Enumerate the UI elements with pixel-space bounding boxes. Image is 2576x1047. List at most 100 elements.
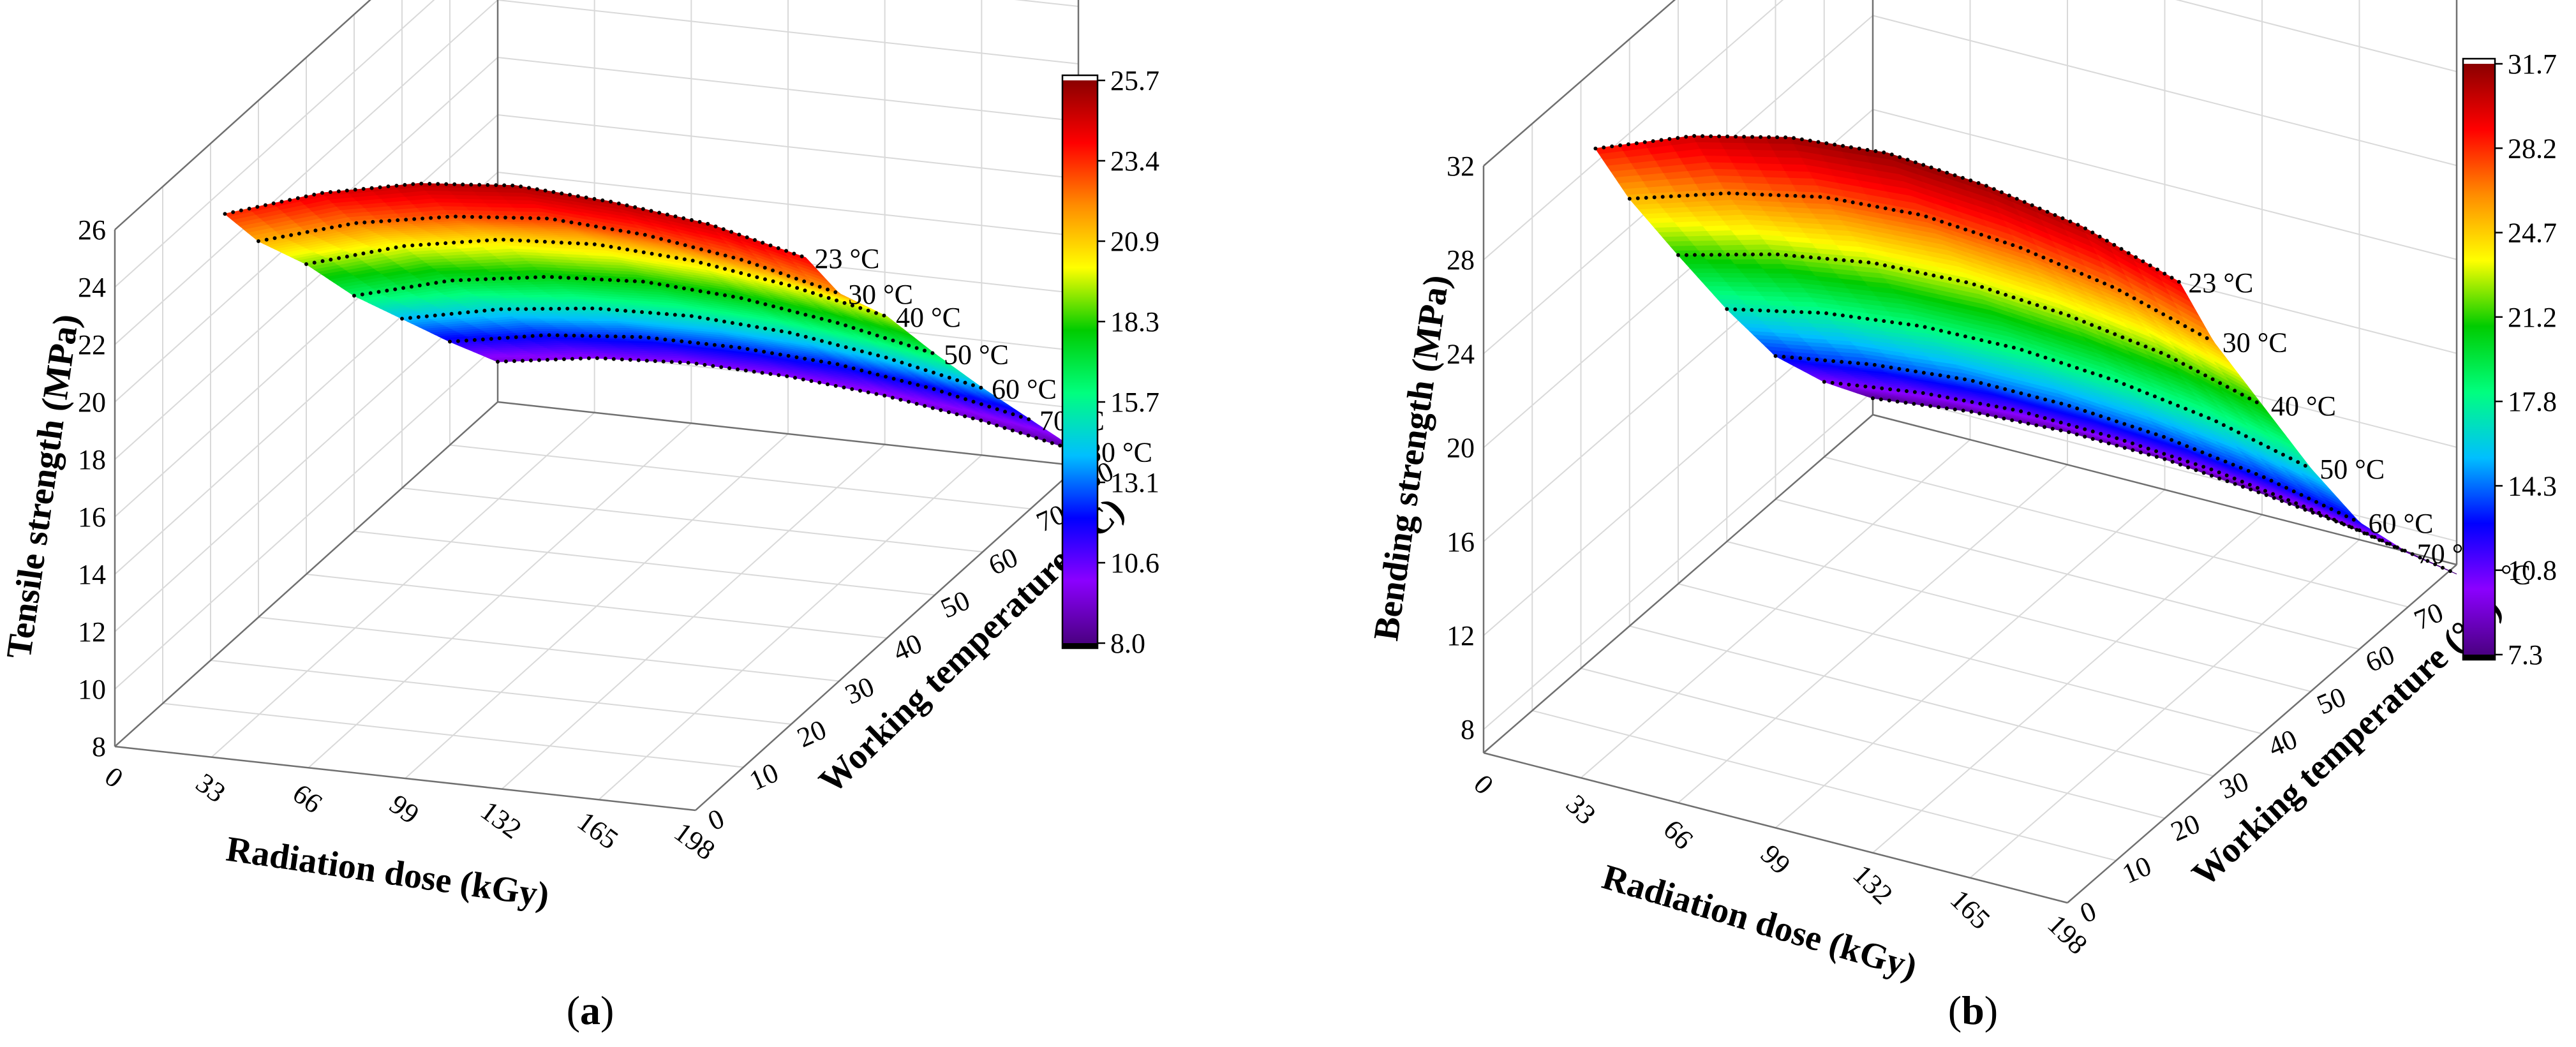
colorbar-tick-label: 8.0 (1110, 628, 1145, 659)
panel-b: 23 °C30 °C40 °C50 °C60 °C70 °C80 °C81216… (1366, 0, 2557, 987)
z-tick-label: 8 (1461, 714, 1475, 745)
x-tick-label: 132 (475, 795, 527, 845)
x-tick-label: 33 (1560, 789, 1602, 831)
z-tick-label: 14 (78, 559, 106, 590)
axis-edge (114, 401, 498, 747)
surface-patch (1732, 163, 1762, 172)
surface-patch (1738, 268, 1769, 274)
colorbar-tick-label: 7.3 (2508, 639, 2543, 671)
surface-patch (1762, 269, 1793, 275)
colorbar-tick-label: 21.2 (2508, 302, 2557, 333)
iso-line-label: 23 °C (2188, 267, 2253, 299)
surface-patch (1785, 170, 1815, 180)
colorbar-tick-label: 13.1 (1110, 467, 1159, 498)
colorbar-tick-label: 24.7 (2508, 218, 2557, 249)
z-tick-label: 24 (78, 272, 106, 303)
surface-patch (1690, 268, 1720, 274)
surface-patch (1739, 239, 1769, 246)
iso-line-series (304, 237, 889, 318)
axis-edge (1483, 752, 2068, 904)
grid-line (211, 412, 595, 758)
surface-patch (1704, 155, 1734, 164)
surface-patch (1665, 241, 1696, 247)
surface-patch (1730, 259, 1761, 265)
colorbar: 31.7 28.2 24.7 21.2 17.8 14.3 10.8 7.3 (2462, 48, 2557, 671)
iso-line-label: 40 °C (896, 302, 961, 333)
z-tick-label: 26 (78, 214, 106, 246)
iso-line-series (257, 214, 841, 295)
iso-line-label: 30 °C (848, 279, 913, 310)
x-tick-label: 0 (99, 761, 129, 794)
surface-patch (1718, 244, 1749, 251)
grid-line (1872, 15, 2457, 167)
z-tick-label: 20 (1447, 433, 1475, 464)
surface-patch (1720, 142, 1750, 151)
x-tick-label: 99 (383, 789, 424, 831)
surface-patch (1662, 236, 1692, 242)
surface-patch (1734, 264, 1765, 270)
surface-patch (1769, 143, 1799, 152)
surface-patch (1694, 272, 1724, 279)
colorbar-gradient (1062, 80, 1098, 643)
axis-edge (1483, 0, 1676, 167)
grid-line (1969, 539, 2360, 879)
panel-a: 23 °C30 °C40 °C50 °C60 °C70 °C80 °C81012… (0, 0, 1159, 916)
colorbar-tick-label: 20.9 (1110, 226, 1159, 257)
surface-patch (1692, 135, 1722, 144)
z-tick-label: 16 (1447, 526, 1475, 558)
surface-patch (1741, 136, 1771, 145)
surface-patch (1742, 273, 1773, 279)
surface-patch (1754, 259, 1785, 265)
axis-edge (2067, 564, 2457, 903)
x-tick-label: 132 (1847, 859, 1898, 910)
x-tick-label: 165 (572, 805, 624, 856)
z-tick-label: 18 (78, 444, 106, 475)
axis-edge (1483, 414, 1873, 754)
iso-line-label: 60 °C (992, 374, 1057, 405)
x-tick-label: 33 (190, 767, 231, 809)
z-tick-label: 32 (1447, 151, 1475, 182)
surface-patch (1743, 244, 1773, 251)
z-tick-label: 12 (78, 616, 106, 648)
grid-line (1678, 464, 2068, 804)
colorbar-tick-label: 15.7 (1110, 387, 1159, 418)
y-axis-title: Working temperature (°C) (2185, 588, 2509, 895)
x-tick-label: 0 (1468, 768, 1500, 800)
surface-patch (1735, 234, 1765, 241)
surface-patch (1773, 150, 1803, 159)
grid-line (1580, 439, 1971, 778)
surface-patch (1700, 149, 1730, 157)
colorbar-tick-label: 28.2 (2508, 133, 2557, 164)
colorbar-gradient (2463, 64, 2495, 655)
y-tick-label: 10 (745, 757, 783, 797)
surface (1595, 135, 2457, 575)
surface-patch (1752, 156, 1783, 165)
x-axis-title: Radiation dose (kGy) (224, 829, 552, 916)
axis-edge (1872, 413, 2457, 566)
colorbar-cap-top (1062, 75, 1098, 80)
surface-patch (1776, 157, 1807, 166)
grid-line (501, 443, 886, 790)
z-tick-label: 12 (1447, 620, 1475, 651)
surface-patch (1728, 156, 1759, 165)
y-tick-label: 40 (2264, 724, 2302, 763)
colorbar-frame (1061, 74, 1099, 650)
iso-line-series (223, 181, 808, 260)
z-tick-label: 24 (1447, 338, 1475, 369)
x-tick-label: 165 (1944, 884, 1996, 935)
surface-patch (1714, 268, 1745, 274)
panel-label-b: (b) (1948, 988, 1998, 1033)
colorbar-tick-label: 14.3 (2508, 470, 2557, 501)
z-tick-label: 10 (78, 674, 106, 705)
surface-patch (1770, 278, 1801, 285)
surface-patch (1748, 149, 1778, 158)
z-axis-title: Tensile strength (MPa) (0, 312, 87, 662)
axis-edge (695, 465, 1079, 811)
iso-line-label: 50 °C (2319, 454, 2385, 485)
grid-line (405, 433, 789, 779)
surface-patch (1750, 254, 1781, 260)
colorbar-tick-label: 17.8 (2508, 386, 2557, 417)
z-axis-title: Bending strength (MPa) (1366, 272, 1457, 643)
iso-line-label: 40 °C (2271, 390, 2336, 422)
